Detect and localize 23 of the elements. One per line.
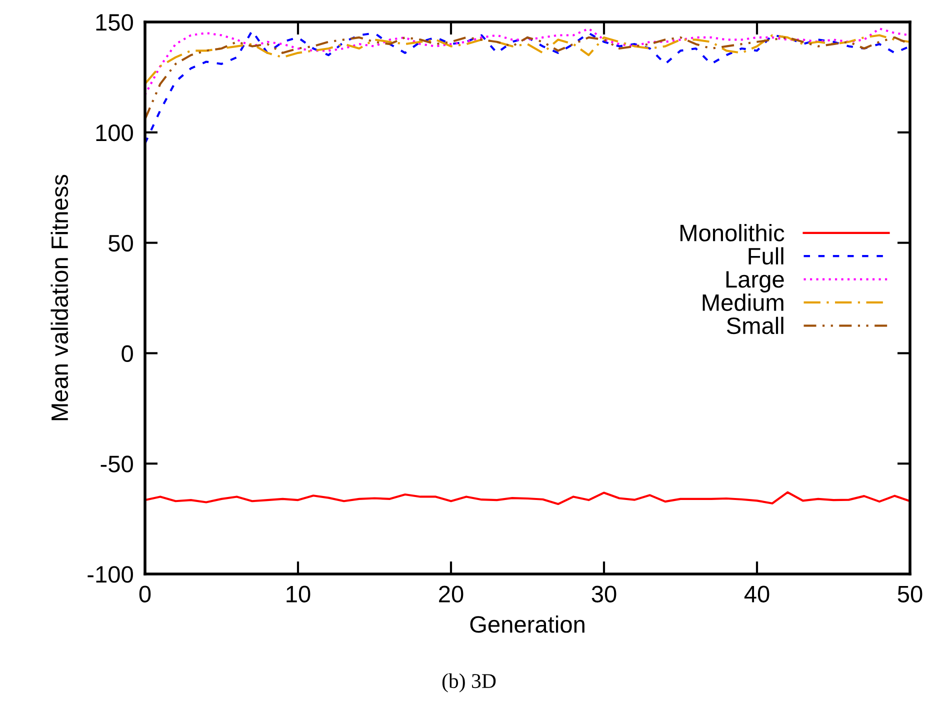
y-tick-label: 50 [108, 234, 133, 252]
y-tick-label: 0 [122, 345, 133, 362]
legend-label: Full [748, 247, 784, 265]
line-series [145, 491, 910, 506]
y-tick-label: 100 [96, 124, 133, 142]
y-tick-label: -100 [88, 566, 133, 583]
legend-label: Monolithic [680, 224, 784, 242]
x-tick-label: 10 [286, 586, 310, 602]
x-tick-label: 40 [744, 586, 770, 602]
y-axis-title: Mean validation Fitness [50, 174, 68, 420]
legend-label: Small [726, 316, 784, 334]
y-tick-label: 150 [96, 14, 133, 31]
x-tick-label: 20 [439, 586, 464, 602]
legend-label: Medium [702, 294, 784, 311]
legend-label: Large [726, 271, 784, 292]
text: (b) 3D [442, 673, 496, 692]
y-tick-label: -50 [100, 456, 133, 472]
line-series [145, 30, 910, 144]
line-series [145, 34, 910, 85]
x-tick-label: 30 [592, 586, 616, 602]
x-tick-label: 50 [898, 586, 922, 602]
x-axis-title: Generation [470, 615, 584, 633]
x-tick-label: 0 [139, 586, 151, 602]
